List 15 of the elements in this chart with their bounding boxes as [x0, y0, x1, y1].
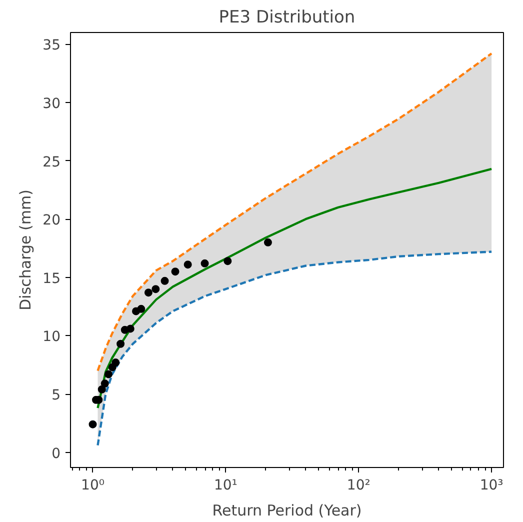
y-axis-title: Discharge (mm) [16, 190, 35, 310]
x-tick-label: 10² [346, 478, 370, 494]
y-tick-label: 5 [52, 388, 61, 404]
y-tick-label: 20 [42, 212, 61, 229]
x-tick-label: 10³ [480, 478, 504, 494]
x-tick-label: 10¹ [214, 478, 238, 494]
y-tick-label: 25 [42, 154, 61, 170]
x-axis-title: Return Period (Year) [212, 502, 362, 520]
y-tick-label: 10 [42, 329, 61, 346]
y-tick-label: 15 [42, 270, 61, 287]
x-tick-label: 10⁰ [81, 478, 105, 494]
y-tick-label: 0 [52, 446, 61, 462]
y-tick-label: 35 [42, 38, 61, 54]
chart-title: PE3 Distribution [218, 8, 356, 28]
y-tick-label: 30 [42, 96, 61, 112]
